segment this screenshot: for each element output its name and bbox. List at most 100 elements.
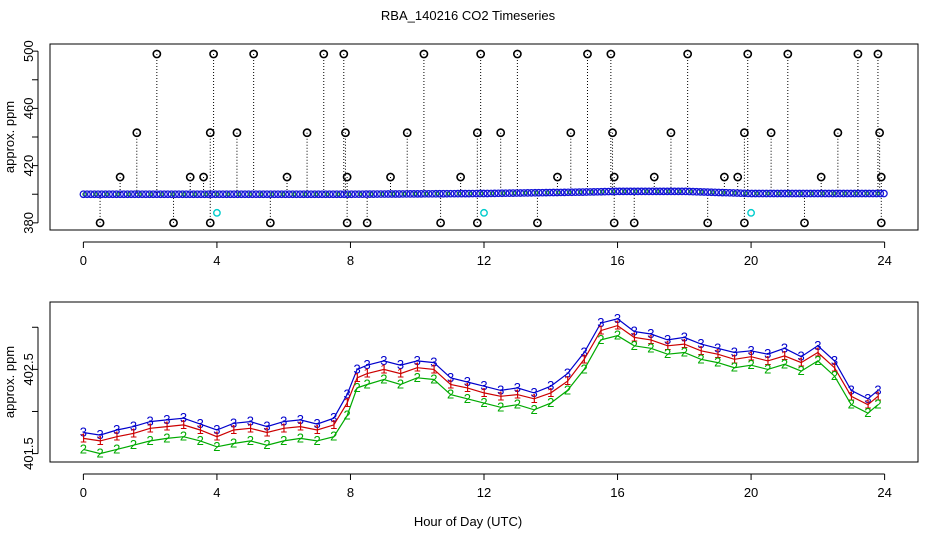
series-point-1: 1 bbox=[354, 370, 361, 385]
top-panel-y-tick-label: 380 bbox=[21, 212, 36, 234]
series-point-1: 1 bbox=[764, 353, 771, 368]
series-point-1: 1 bbox=[330, 417, 337, 432]
series-point-3: 3 bbox=[597, 315, 604, 330]
series-line-2 bbox=[83, 335, 879, 455]
outlier-point-high bbox=[606, 49, 616, 59]
series-point-2: 2 bbox=[647, 340, 654, 355]
baseline-point bbox=[711, 188, 719, 197]
series-point-3: 3 bbox=[530, 385, 537, 400]
baseline-point bbox=[233, 190, 242, 199]
series-point-3: 3 bbox=[581, 345, 588, 360]
outlier-point-high bbox=[205, 128, 215, 138]
bottom-panel-y-axis-title: approx. ppm bbox=[2, 346, 17, 418]
series-point-2: 2 bbox=[614, 328, 621, 343]
series-point-1: 1 bbox=[480, 385, 487, 400]
outlier-point-low bbox=[436, 218, 445, 228]
series-point-3: 3 bbox=[514, 380, 521, 395]
series-point-3: 3 bbox=[297, 412, 304, 427]
outlier-point-high bbox=[319, 49, 329, 59]
outlier-point-low bbox=[629, 218, 639, 228]
baseline-point bbox=[575, 188, 583, 197]
baseline-point bbox=[663, 187, 672, 196]
top-panel-x-tick-label: 8 bbox=[347, 253, 354, 268]
series-point-1: 1 bbox=[614, 318, 621, 333]
top-panel-x-tick-label: 24 bbox=[877, 253, 891, 268]
series-point-1: 1 bbox=[80, 430, 87, 445]
baseline-point bbox=[149, 190, 158, 199]
baseline-point bbox=[211, 190, 220, 199]
series-point-1: 1 bbox=[597, 323, 604, 338]
outlier-point-high bbox=[402, 128, 412, 138]
outlier-point-high bbox=[609, 172, 619, 182]
series-point-2: 2 bbox=[297, 430, 304, 445]
series-point-1: 1 bbox=[230, 422, 237, 437]
series-point-1: 1 bbox=[664, 338, 671, 353]
baseline-point bbox=[652, 187, 661, 196]
baseline-point bbox=[413, 190, 422, 198]
outlier-point-high bbox=[566, 128, 576, 138]
baseline-point bbox=[854, 189, 863, 198]
outlier-point-low bbox=[265, 218, 275, 228]
baseline-point bbox=[127, 190, 135, 199]
series-point-2: 2 bbox=[330, 429, 337, 444]
series-point-3: 3 bbox=[781, 340, 788, 355]
baseline-point bbox=[259, 190, 268, 199]
series-point-3: 3 bbox=[848, 382, 855, 397]
baseline-point bbox=[601, 187, 609, 196]
top-panel-x-tick-label: 12 bbox=[477, 253, 491, 268]
outlier-point-low bbox=[533, 218, 542, 228]
baseline-point bbox=[589, 188, 598, 196]
series-point-1: 1 bbox=[96, 433, 103, 448]
series-point-1: 1 bbox=[313, 422, 320, 437]
outlier-point-high bbox=[185, 172, 195, 182]
top-panel-y-axis-title: approx. ppm bbox=[2, 101, 17, 173]
baseline-point bbox=[817, 189, 826, 198]
baseline-point bbox=[182, 190, 191, 199]
baseline-point bbox=[266, 190, 275, 199]
baseline-point bbox=[645, 187, 653, 196]
baseline-point bbox=[457, 189, 466, 198]
series-point-3: 3 bbox=[263, 419, 270, 434]
series-point-2: 2 bbox=[213, 439, 220, 454]
series-point-1: 1 bbox=[430, 361, 437, 376]
outlier-point-high bbox=[783, 49, 793, 59]
baseline-point bbox=[215, 190, 224, 199]
series-point-3: 3 bbox=[714, 340, 721, 355]
series-point-1: 1 bbox=[864, 397, 871, 412]
outlier-point-high bbox=[132, 128, 142, 138]
baseline-point bbox=[850, 189, 859, 198]
series-point-2: 2 bbox=[354, 380, 361, 395]
series-point-2: 2 bbox=[681, 345, 688, 360]
baseline-point bbox=[755, 189, 763, 198]
baseline-point bbox=[729, 189, 738, 197]
series-point-3: 3 bbox=[147, 414, 154, 429]
top-panel-frame bbox=[49, 43, 919, 231]
series-point-1: 1 bbox=[631, 329, 638, 344]
series-point-1: 1 bbox=[874, 388, 881, 403]
top-panel-x-tick-label: 20 bbox=[744, 253, 758, 268]
baseline-point bbox=[248, 190, 257, 199]
outlier-point-low bbox=[342, 218, 352, 228]
baseline-point bbox=[509, 189, 517, 197]
series-point-3: 3 bbox=[113, 422, 120, 437]
cyan-point bbox=[480, 208, 488, 217]
series-point-3: 3 bbox=[96, 427, 103, 442]
series-point-1: 1 bbox=[798, 355, 805, 370]
series-point-2: 2 bbox=[764, 361, 771, 376]
series-point-3: 3 bbox=[864, 391, 871, 406]
baseline-point bbox=[751, 189, 760, 198]
series-point-2: 2 bbox=[80, 441, 87, 456]
baseline-point bbox=[788, 189, 796, 198]
bottom-panel-x-tick-label: 8 bbox=[347, 485, 354, 500]
baseline-point bbox=[498, 189, 506, 198]
baseline-point bbox=[722, 188, 730, 197]
baseline-point bbox=[222, 190, 231, 199]
series-point-1: 1 bbox=[464, 380, 471, 395]
outlier-point-high bbox=[875, 128, 885, 138]
baseline-point bbox=[564, 188, 572, 197]
baseline-point bbox=[402, 190, 411, 198]
baseline-point bbox=[189, 190, 198, 199]
baseline-point bbox=[410, 190, 418, 198]
outlier-point-high bbox=[472, 128, 482, 138]
outlier-point-high bbox=[386, 172, 395, 182]
